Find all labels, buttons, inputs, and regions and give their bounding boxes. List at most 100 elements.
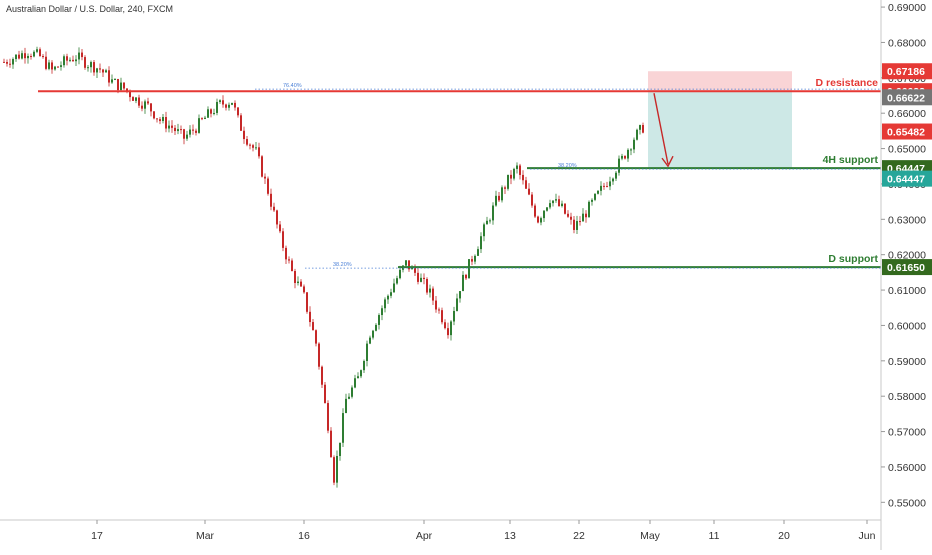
candle-body	[546, 207, 548, 211]
candle-body	[636, 129, 638, 140]
candle-body	[213, 112, 215, 114]
candle-body	[411, 266, 413, 270]
x-tick-label: 22	[573, 530, 585, 542]
y-tick-label: 0.57000	[888, 427, 926, 439]
candle-body	[630, 149, 632, 151]
candle-body	[483, 224, 485, 237]
price-label: 0.65482	[887, 127, 925, 139]
candle-body	[396, 278, 398, 284]
candle-body	[39, 49, 41, 57]
price-axis[interactable]: 0.690000.680000.670000.660000.650000.640…	[880, 0, 932, 550]
price-label-box[interactable]	[882, 63, 932, 80]
candle-body	[156, 118, 158, 120]
candle-body	[525, 180, 527, 189]
candle-body	[429, 288, 431, 293]
candle-body	[81, 52, 83, 58]
candle-body	[252, 145, 254, 148]
price-label-box[interactable]	[882, 123, 932, 140]
candle-body	[477, 249, 479, 256]
candle-body	[234, 102, 236, 108]
candle-body	[531, 194, 533, 206]
candle-body	[399, 269, 401, 279]
candle-body	[126, 88, 128, 92]
candle-body	[339, 442, 341, 456]
candle-body	[504, 187, 506, 189]
candle-body	[372, 330, 374, 338]
candle-body	[495, 195, 497, 206]
candle-body	[543, 210, 545, 219]
candle-body	[222, 100, 224, 105]
candle-body	[603, 185, 605, 187]
candle-body	[288, 259, 290, 261]
candle-body	[510, 174, 512, 179]
candle-body	[69, 59, 71, 61]
x-tick-label: Jun	[859, 530, 876, 542]
x-tick-label: May	[640, 530, 661, 542]
candle-body	[63, 56, 65, 66]
candle-body	[624, 155, 626, 159]
price-label-box[interactable]	[882, 89, 932, 106]
y-tick-label: 0.69000	[888, 2, 926, 14]
candle-body	[18, 54, 20, 59]
candle-body	[132, 97, 134, 101]
candle-body	[513, 168, 515, 179]
candle-body	[150, 103, 152, 112]
candle-body	[318, 343, 320, 367]
candle-body	[33, 51, 35, 57]
candle-body	[366, 343, 368, 361]
price-label-box[interactable]	[882, 170, 932, 187]
candle-body	[573, 219, 575, 230]
candle-body	[303, 286, 305, 293]
candle-body	[138, 97, 140, 106]
candle-body	[387, 295, 389, 300]
candle-body	[330, 430, 332, 458]
candle-body	[255, 147, 257, 149]
candle-body	[381, 308, 383, 316]
candle-body	[171, 125, 173, 128]
candle-body	[609, 181, 611, 187]
candle-body	[291, 260, 293, 272]
target-zone[interactable]	[648, 91, 792, 169]
candle-body	[276, 210, 278, 225]
candle-body	[21, 53, 23, 59]
candle-body	[522, 174, 524, 181]
projection-arrowhead	[661, 155, 674, 168]
time-axis[interactable]: 17 Mar 16 Apr 13 22 May 11 20 Jun	[0, 519, 881, 542]
candle-body	[354, 378, 356, 388]
candle-body	[42, 56, 44, 58]
price-label-box[interactable]	[882, 259, 932, 276]
candle-body	[639, 125, 641, 130]
level-label: D resistance	[816, 77, 879, 89]
candle-body	[375, 324, 377, 331]
candle-body	[351, 387, 353, 397]
candle-body	[204, 117, 206, 119]
level-label: D support	[828, 253, 878, 265]
candle-body	[417, 272, 419, 282]
candle-body	[192, 129, 194, 131]
candle-body	[201, 118, 203, 120]
candle-body	[393, 283, 395, 293]
price-label: 0.64447	[887, 174, 925, 186]
x-tick-label: 13	[504, 530, 516, 542]
candle-body	[75, 59, 77, 62]
candle-body	[321, 366, 323, 385]
x-tick-label: Apr	[416, 530, 433, 542]
candle-body	[456, 298, 458, 311]
candle-body	[141, 105, 143, 109]
candle-body	[225, 104, 227, 108]
stop-zone[interactable]	[648, 71, 792, 92]
candle-body	[183, 129, 185, 139]
candle-body	[195, 130, 197, 133]
fib-label: 38.20%	[333, 262, 352, 268]
candle-body	[576, 221, 578, 230]
candle-body	[492, 205, 494, 221]
candle-body	[471, 259, 473, 262]
candle-body	[507, 174, 509, 189]
candle-body	[345, 398, 347, 414]
candle-body	[564, 203, 566, 214]
candle-body	[369, 337, 371, 344]
candle-body	[135, 97, 137, 101]
candle-body	[162, 117, 164, 122]
